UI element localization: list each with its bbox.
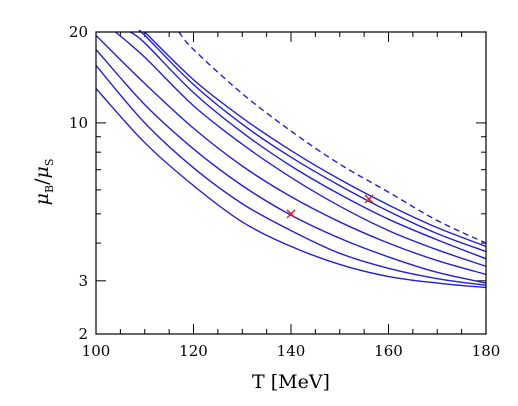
series-curve-3 xyxy=(95,49,487,284)
y-tick-label: 2 xyxy=(78,325,88,343)
y-tick-label: 3 xyxy=(78,272,88,290)
y-tick-label: 10 xyxy=(69,114,88,132)
y-axis-title-mu-1: μ xyxy=(31,193,53,205)
x-tick-label: 120 xyxy=(179,342,208,360)
x-tick-label: 140 xyxy=(277,342,306,360)
marker-group xyxy=(286,194,374,219)
x-tick-label: 180 xyxy=(472,342,501,360)
red-cross-marker xyxy=(364,194,374,204)
plot-frame xyxy=(95,31,487,335)
curve-series-group xyxy=(95,29,487,289)
series-curve-7 xyxy=(138,29,487,253)
series-curve-6 xyxy=(129,31,487,260)
series-dashed-curve xyxy=(178,31,487,244)
series-curve-4 xyxy=(95,34,487,276)
series-curve-1 xyxy=(95,88,487,289)
y-axis-title-sub-b: B xyxy=(43,185,56,193)
y-tick-labels: 2 3 10 20 xyxy=(69,23,88,343)
x-tick-labels: 100 120 140 160 180 xyxy=(82,342,501,360)
y-axis-title-slash: / xyxy=(31,178,53,185)
y-axis-title: μB/μS xyxy=(31,159,56,206)
x-tick-label: 100 xyxy=(82,342,111,360)
y-axis-title-mu-2: μ xyxy=(31,166,53,178)
y-tick-label: 20 xyxy=(69,23,88,41)
series-curve-8 xyxy=(144,31,487,248)
series-curve-2 xyxy=(95,64,487,286)
axis-ticks xyxy=(95,31,487,335)
red-cross-marker xyxy=(286,209,296,219)
y-axis-title-sub-s: S xyxy=(43,159,56,167)
x-axis-title: T [MeV] xyxy=(252,371,330,393)
svg-text:μB/μS: μB/μS xyxy=(31,159,56,206)
series-curve-5 xyxy=(115,31,487,268)
x-tick-label: 160 xyxy=(374,342,403,360)
